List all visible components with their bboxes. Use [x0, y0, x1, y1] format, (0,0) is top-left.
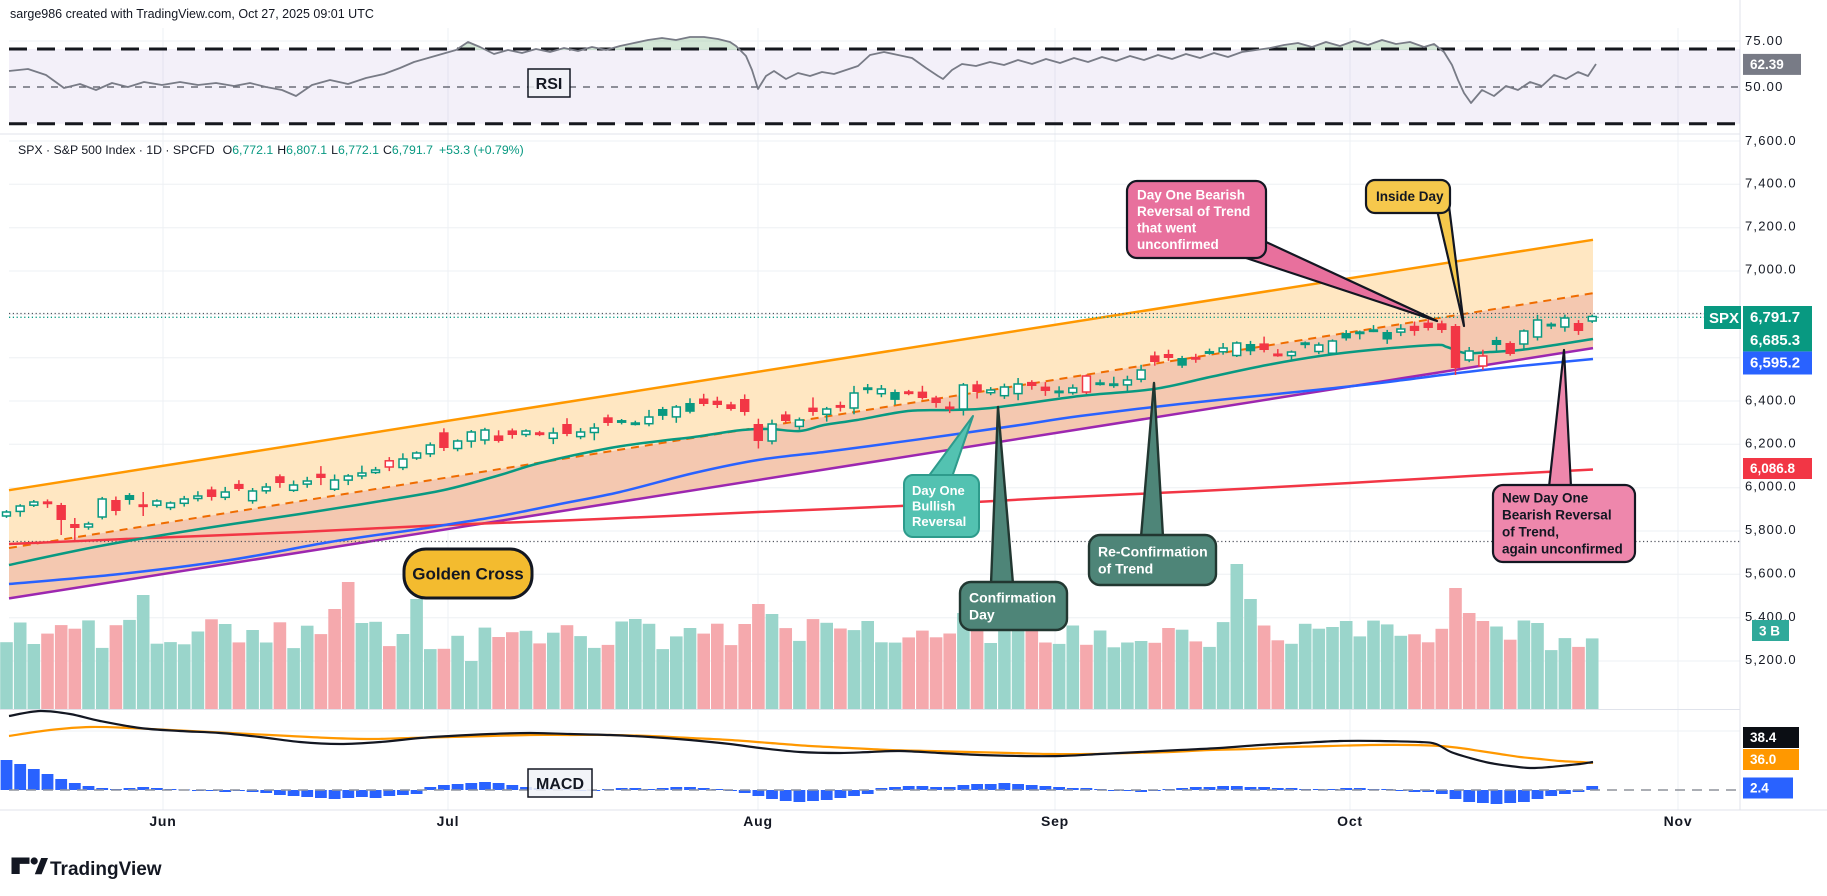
svg-text:5,200.0: 5,200.0 — [1745, 652, 1797, 667]
svg-text:Aug: Aug — [743, 813, 773, 829]
svg-text:Re-Confirmation: Re-Confirmation — [1098, 543, 1208, 559]
svg-text:6,595.2: 6,595.2 — [1750, 355, 1800, 372]
svg-text:Nov: Nov — [1664, 813, 1693, 829]
svg-text:of Trend,: of Trend, — [1502, 525, 1559, 540]
svg-text:Sep: Sep — [1041, 813, 1069, 829]
svg-text:Bullish: Bullish — [912, 499, 955, 514]
svg-text:50.00: 50.00 — [1745, 79, 1784, 94]
svg-text:Golden Cross: Golden Cross — [412, 565, 523, 584]
svg-text:6,200.0: 6,200.0 — [1745, 436, 1797, 451]
svg-text:New Day One: New Day One — [1502, 491, 1589, 506]
svg-text:3 B: 3 B — [1759, 624, 1780, 639]
svg-text:6,685.3: 6,685.3 — [1750, 332, 1800, 349]
svg-text:Day One: Day One — [912, 483, 965, 498]
svg-text:of Trend: of Trend — [1098, 560, 1153, 576]
svg-text:Oct: Oct — [1337, 813, 1363, 829]
svg-text:Day: Day — [969, 606, 995, 622]
svg-text:that went: that went — [1137, 221, 1197, 236]
svg-text:SPX: SPX — [1709, 310, 1739, 327]
svg-text:SPX · S&P 500 Index · 1D · SPC: SPX · S&P 500 Index · 1D · SPCFD O6,772.1… — [18, 143, 524, 157]
svg-text:Jul: Jul — [437, 813, 460, 829]
svg-text:5,800.0: 5,800.0 — [1745, 522, 1797, 537]
svg-text:Day One Bearish: Day One Bearish — [1137, 188, 1245, 203]
svg-text:6,000.0: 6,000.0 — [1745, 479, 1797, 494]
svg-text:Jun: Jun — [149, 813, 176, 829]
svg-text:Bearish Reversal: Bearish Reversal — [1502, 508, 1612, 523]
svg-text:Inside Day: Inside Day — [1376, 189, 1444, 204]
svg-text:TradingView: TradingView — [50, 859, 162, 880]
svg-text:RSI: RSI — [536, 76, 563, 93]
svg-text:unconfirmed: unconfirmed — [1137, 237, 1219, 252]
svg-text:Confirmation: Confirmation — [969, 589, 1056, 605]
svg-text:Reversal: Reversal — [912, 514, 966, 529]
svg-text:5,600.0: 5,600.0 — [1745, 566, 1797, 581]
svg-text:6,086.8: 6,086.8 — [1750, 461, 1796, 476]
svg-text:6,791.7: 6,791.7 — [1750, 309, 1800, 326]
svg-text:7,600.0: 7,600.0 — [1745, 133, 1797, 148]
svg-text:again unconfirmed: again unconfirmed — [1502, 542, 1623, 557]
svg-text:7,000.0: 7,000.0 — [1745, 262, 1797, 277]
svg-text:38.4: 38.4 — [1750, 730, 1777, 745]
svg-text:62.39: 62.39 — [1750, 57, 1784, 72]
svg-text:MACD: MACD — [536, 776, 584, 793]
svg-text:Reversal of Trend: Reversal of Trend — [1137, 204, 1250, 219]
svg-text:sarge986 created with TradingV: sarge986 created with TradingView.com, O… — [10, 7, 374, 21]
svg-text:75.00: 75.00 — [1745, 33, 1784, 48]
svg-text:7,200.0: 7,200.0 — [1745, 219, 1797, 234]
svg-text:6,400.0: 6,400.0 — [1745, 393, 1797, 408]
svg-text:7,400.0: 7,400.0 — [1745, 176, 1797, 191]
svg-text:2.4: 2.4 — [1750, 781, 1769, 796]
svg-text:36.0: 36.0 — [1750, 752, 1776, 767]
